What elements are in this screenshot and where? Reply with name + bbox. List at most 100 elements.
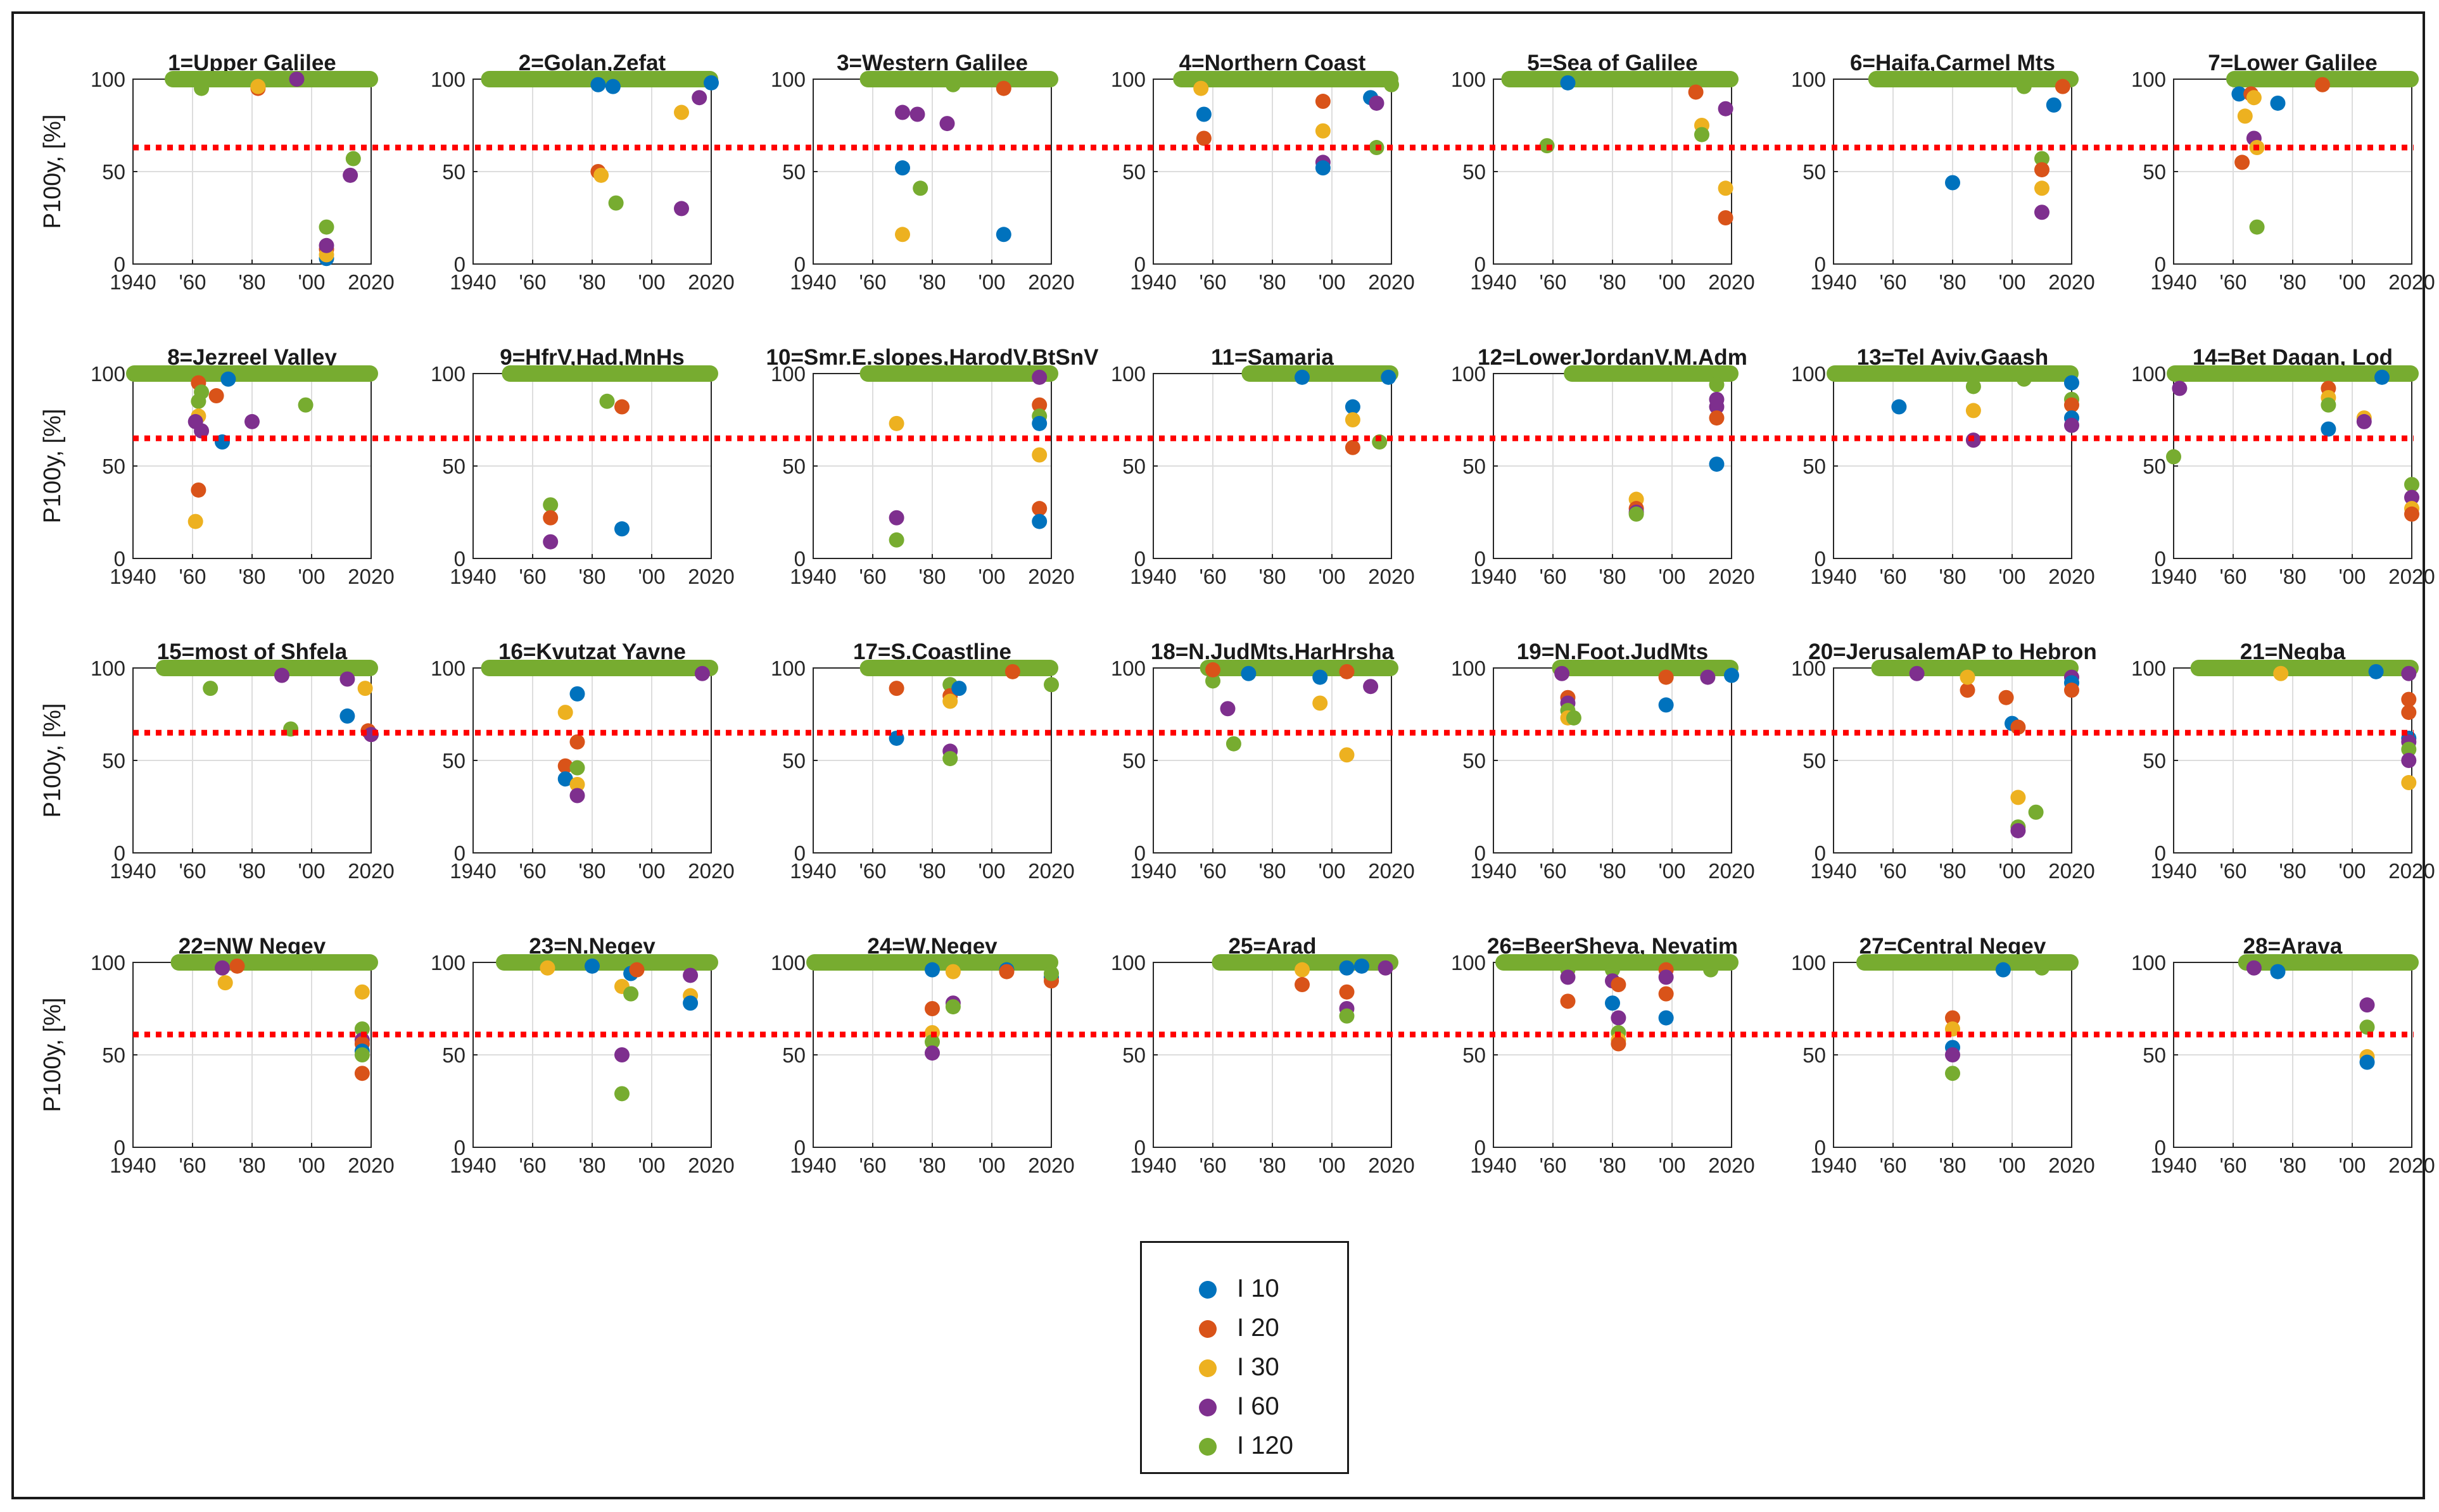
data-point [2234, 154, 2250, 170]
data-point [2237, 108, 2253, 124]
data-point [217, 975, 233, 991]
x-tick-label: 1940 [2150, 1154, 2196, 1177]
data-point [2404, 489, 2419, 505]
y-tick-label: 100 [2131, 657, 2166, 680]
data-point [1384, 77, 1399, 92]
data-point [1945, 1010, 1960, 1026]
data-point [339, 708, 355, 724]
data-point [2321, 397, 2336, 413]
data-point [357, 681, 373, 696]
x-tick-label: 2020 [2388, 859, 2435, 883]
x-tick-label: 2020 [1708, 859, 1754, 883]
data-point [1605, 962, 1620, 978]
data-point [1709, 377, 1725, 393]
data-point [2064, 417, 2079, 433]
data-point [1611, 1036, 1626, 1052]
x-tick-label: '60 [1199, 270, 1226, 294]
x-tick-label: 2020 [2048, 859, 2094, 883]
data-point [191, 482, 206, 498]
x-tick-label: '60 [1539, 1154, 1566, 1177]
data-point [593, 167, 609, 183]
data-point [2359, 997, 2375, 1013]
y-axis-label: P100y, [%] [39, 703, 66, 818]
data-point [298, 397, 314, 413]
data-point [2166, 449, 2181, 465]
x-tick-label: '00 [1658, 565, 1685, 588]
data-point [2064, 375, 2079, 391]
data-point [1032, 369, 1048, 385]
data-point [2401, 741, 2417, 757]
data-point [2359, 1019, 2375, 1035]
y-tick-label: 0 [454, 253, 466, 276]
y-tick-label: 100 [1791, 68, 1826, 91]
data-point [1658, 669, 1674, 685]
data-point [599, 393, 615, 409]
y-tick-label: 50 [2143, 749, 2166, 772]
data-point [1339, 984, 1355, 1000]
x-tick-label: '80 [1258, 565, 1286, 588]
x-tick-label: '00 [1658, 1154, 1685, 1177]
panel: 1940'60'80'00 202005010010=Smr.E.slopes,H… [766, 345, 1099, 588]
x-tick-label: '00 [1998, 565, 2025, 588]
data-point [590, 77, 606, 92]
x-tick-label: 1940 [1810, 1154, 1856, 1177]
data-point [608, 195, 624, 211]
y-tick-label: 50 [1802, 455, 1826, 478]
data-point [1611, 977, 1626, 993]
y-tick-label: 100 [1791, 657, 1826, 680]
data-point [951, 681, 967, 696]
y-axis-label: P100y, [%] [39, 998, 66, 1112]
x-tick-label: 1940 [1810, 565, 1856, 588]
y-tick-label: 50 [1802, 749, 1826, 772]
data-point [692, 90, 707, 106]
y-tick-label: 50 [102, 749, 125, 772]
x-tick-label: '60 [179, 1154, 206, 1177]
data-point [1032, 415, 1048, 431]
y-tick-label: 100 [2131, 951, 2166, 974]
x-tick-label: '00 [638, 859, 665, 883]
data-point [1363, 679, 1379, 695]
y-tick-label: 50 [442, 1043, 466, 1067]
data-point [1315, 160, 1331, 176]
data-point [2046, 97, 2062, 113]
y-tick-label: 0 [114, 841, 125, 865]
data-point [2034, 151, 2049, 167]
data-point [1196, 106, 1212, 122]
x-tick-label: '00 [2338, 270, 2366, 294]
x-tick-label: '80 [1939, 565, 1966, 588]
x-tick-label: '60 [2219, 270, 2246, 294]
x-tick-label: '80 [1258, 1154, 1286, 1177]
legend-label: I 60 [1237, 1392, 1279, 1420]
data-point [2034, 205, 2049, 220]
data-point [2368, 664, 2384, 679]
x-tick-label: '80 [578, 565, 605, 588]
y-tick-label: 0 [1815, 841, 1826, 865]
data-point [1658, 697, 1674, 713]
x-tick-label: '60 [1539, 270, 1566, 294]
x-tick-label: 1940 [1470, 565, 1516, 588]
y-tick-label: 50 [2143, 1043, 2166, 1067]
data-point [1995, 962, 2011, 978]
y-tick-label: 100 [1451, 657, 1486, 680]
x-tick-label: '00 [1318, 859, 1345, 883]
data-point [1945, 175, 1960, 191]
data-point [2064, 683, 2079, 698]
y-tick-label: 0 [1474, 841, 1486, 865]
legend-marker [1199, 1438, 1217, 1456]
x-tick-label: 1940 [1810, 859, 1856, 883]
data-point [945, 964, 961, 980]
x-tick-label: 2020 [688, 1154, 734, 1177]
x-tick-label: '60 [1879, 270, 1906, 294]
y-tick-label: 50 [442, 455, 466, 478]
data-point [194, 423, 210, 439]
y-axis-label: P100y, [%] [39, 115, 66, 229]
y-tick-label: 0 [1815, 253, 1826, 276]
x-tick-label: 1940 [1470, 270, 1516, 294]
legend-entry: I 60 [1142, 1391, 1347, 1429]
data-point [220, 371, 236, 387]
data-point [543, 534, 559, 550]
